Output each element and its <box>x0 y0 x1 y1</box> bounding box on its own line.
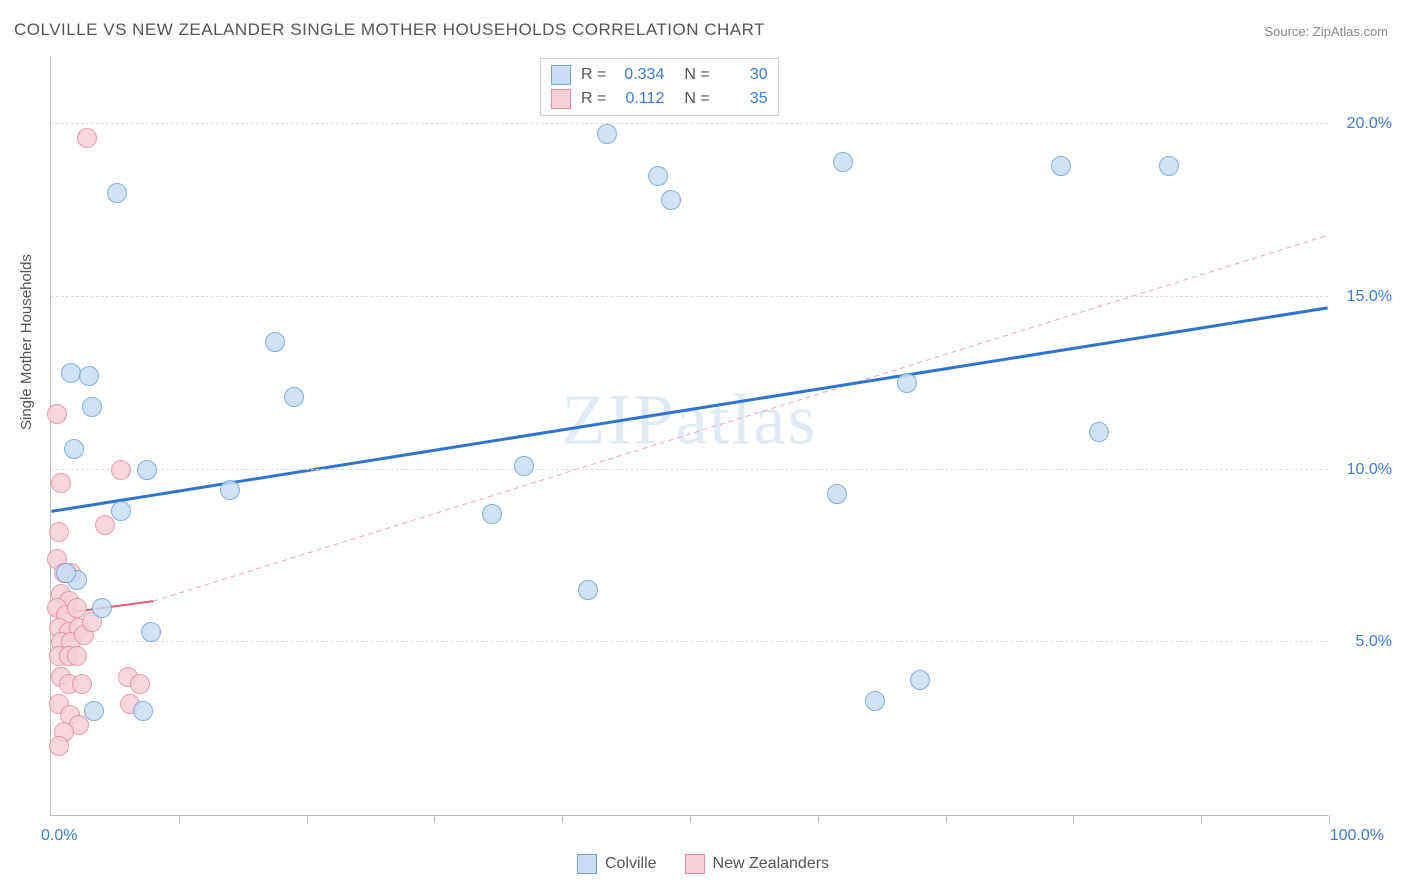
scatter-point <box>92 598 112 618</box>
x-tick <box>307 815 308 823</box>
scatter-point <box>51 473 71 493</box>
scatter-point <box>72 674 92 694</box>
scatter-point <box>133 701 153 721</box>
gridline <box>51 123 1328 124</box>
scatter-point <box>265 332 285 352</box>
y-axis-title: Single Mother Households <box>18 254 35 430</box>
gridline <box>51 469 1328 470</box>
scatter-point <box>82 397 102 417</box>
gridline <box>51 296 1328 297</box>
scatter-point <box>49 736 69 756</box>
x-tick <box>1073 815 1074 823</box>
scatter-point <box>1089 422 1109 442</box>
y-tick-label: 10.0% <box>1347 461 1392 479</box>
legend-swatch <box>551 89 571 109</box>
scatter-point <box>865 691 885 711</box>
x-tick <box>562 815 563 823</box>
scatter-point <box>61 363 81 383</box>
x-tick <box>434 815 435 823</box>
x-tick <box>690 815 691 823</box>
scatter-point <box>661 190 681 210</box>
scatter-point <box>141 622 161 642</box>
x-tick <box>946 815 947 823</box>
stats-legend: R = 0.334 N = 30 R = 0.112 N = 35 <box>540 58 779 116</box>
scatter-point <box>47 404 67 424</box>
x-tick <box>1329 815 1330 823</box>
trend-line <box>153 235 1327 601</box>
source-label: Source: ZipAtlas.com <box>1264 24 1388 39</box>
scatter-point <box>111 460 131 480</box>
scatter-point <box>284 387 304 407</box>
gridline <box>51 641 1328 642</box>
y-tick-label: 20.0% <box>1347 115 1392 133</box>
scatter-point <box>597 124 617 144</box>
r-label: R = <box>581 90 606 108</box>
stats-row: R = 0.112 N = 35 <box>551 87 768 111</box>
scatter-point <box>482 504 502 524</box>
scatter-point <box>49 522 69 542</box>
stats-row: R = 0.334 N = 30 <box>551 63 768 87</box>
n-value: 30 <box>720 66 768 84</box>
scatter-point <box>578 580 598 600</box>
r-value: 0.334 <box>616 66 664 84</box>
scatter-point <box>111 501 131 521</box>
scatter-point <box>130 674 150 694</box>
x-axis-min-label: 0.0% <box>41 827 77 845</box>
scatter-point <box>77 128 97 148</box>
n-value: 35 <box>720 90 768 108</box>
scatter-point <box>56 563 76 583</box>
scatter-point <box>1051 156 1071 176</box>
chart-title: COLVILLE VS NEW ZEALANDER SINGLE MOTHER … <box>14 20 765 40</box>
y-tick-label: 15.0% <box>1347 288 1392 306</box>
r-label: R = <box>581 66 606 84</box>
scatter-point <box>648 166 668 186</box>
trend-lines-layer <box>51 56 1328 815</box>
legend-label: Colville <box>605 855 657 873</box>
x-tick <box>179 815 180 823</box>
x-tick <box>1201 815 1202 823</box>
scatter-point <box>827 484 847 504</box>
scatter-point <box>220 480 240 500</box>
x-tick <box>818 815 819 823</box>
scatter-point <box>910 670 930 690</box>
r-value: 0.112 <box>616 90 664 108</box>
legend-swatch <box>577 854 597 874</box>
scatter-point <box>897 373 917 393</box>
legend-swatch <box>685 854 705 874</box>
chart-container: COLVILLE VS NEW ZEALANDER SINGLE MOTHER … <box>0 0 1406 892</box>
legend-label: New Zealanders <box>713 855 830 873</box>
scatter-point <box>64 439 84 459</box>
n-label: N = <box>684 66 709 84</box>
scatter-point <box>137 460 157 480</box>
legend-swatch <box>551 65 571 85</box>
scatter-point <box>107 183 127 203</box>
plot-area: ZIPatlas 0.0% 100.0% 5.0%10.0%15.0%20.0% <box>50 56 1328 816</box>
scatter-point <box>67 646 87 666</box>
legend-item: Colville <box>577 854 657 874</box>
n-label: N = <box>684 90 709 108</box>
scatter-point <box>95 515 115 535</box>
y-tick-label: 5.0% <box>1356 633 1392 651</box>
scatter-point <box>79 366 99 386</box>
scatter-point <box>84 701 104 721</box>
trend-line <box>51 308 1327 512</box>
scatter-point <box>1159 156 1179 176</box>
x-axis-max-label: 100.0% <box>1330 827 1384 845</box>
scatter-point <box>833 152 853 172</box>
scatter-point <box>514 456 534 476</box>
legend-item: New Zealanders <box>685 854 830 874</box>
series-legend: Colville New Zealanders <box>577 854 829 874</box>
